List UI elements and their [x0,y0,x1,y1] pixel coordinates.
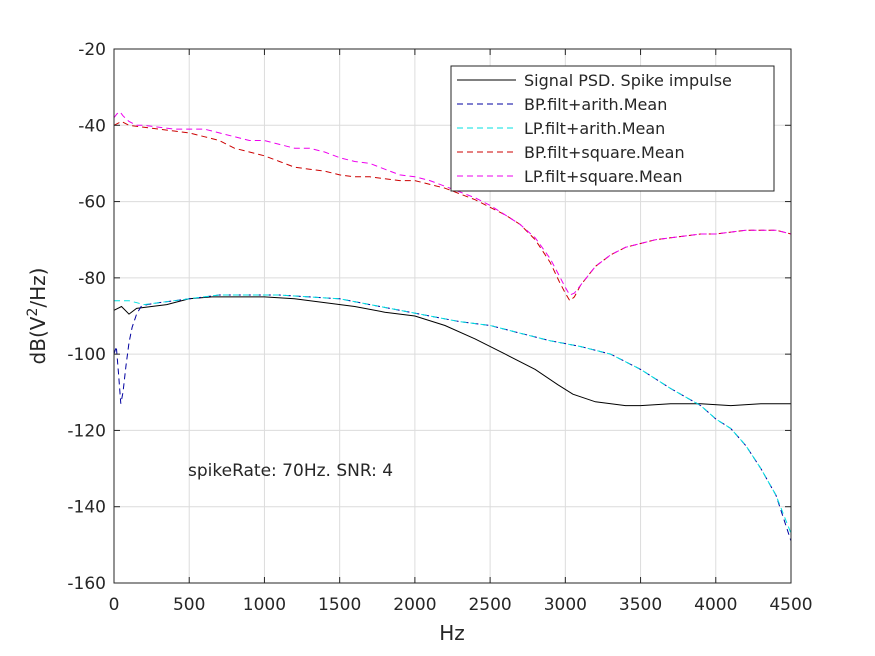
x-tick-label: 4500 [769,595,812,615]
x-axis-label: Hz [439,621,465,645]
y-tick-label: -60 [78,193,106,213]
legend-label: BP.filt+square.Mean [524,143,685,162]
x-tick-labels: 0 500 1000 1500 2000 2500 3000 3500 4000 4500 [109,595,813,615]
series-layer [113,111,792,542]
y-tick-labels: -160 -140 -120 -100 -80 -60 -40 -20 [67,40,106,594]
plot-frame [113,48,792,584]
legend-label: BP.filt+arith.Mean [524,95,667,114]
x-tick-label: 3500 [619,595,662,615]
series-line-3 [114,294,792,534]
series-line-4 [113,120,792,302]
y-axis-label-superscript: 2 [25,308,41,317]
legend-label: LP.filt+arith.Mean [524,119,665,138]
y-tick-label: -100 [67,345,106,365]
chart-annotation: spikeRate: 70Hz. SNR: 4 [188,461,393,481]
x-tick-label: 1500 [318,595,361,615]
x-tick-label: 4000 [694,595,737,615]
legend: Signal PSD. Spike impulse BP.filt+arith.M… [450,65,775,192]
y-tick-label: -40 [78,116,106,136]
x-tick-label: 1000 [243,595,286,615]
y-axis-label-unit: /Hz) [26,268,50,308]
y-tick-label: -160 [67,574,106,594]
y-tick-label: -140 [67,498,106,518]
x-tick-label: 2000 [393,595,436,615]
x-tick-label: 0 [109,595,120,615]
axis-ticks [113,48,792,584]
y-tick-label: -80 [78,269,106,289]
y-tick-label: -20 [78,40,106,60]
series-line-1 [113,296,791,407]
legend-items: Signal PSD. Spike impulse BP.filt+arith.M… [457,71,732,186]
y-axis-label: dB(V2/Hz) [25,268,50,365]
x-tick-label: 3000 [544,595,587,615]
legend-box [450,65,775,192]
legend-label: LP.filt+square.Mean [524,167,683,186]
y-axis-label-base: dB(V [26,316,50,364]
x-tick-label: 2500 [468,595,511,615]
x-tick-label: 500 [173,595,205,615]
y-tick-label: -120 [67,421,106,441]
legend-label: Signal PSD. Spike impulse [524,71,732,90]
